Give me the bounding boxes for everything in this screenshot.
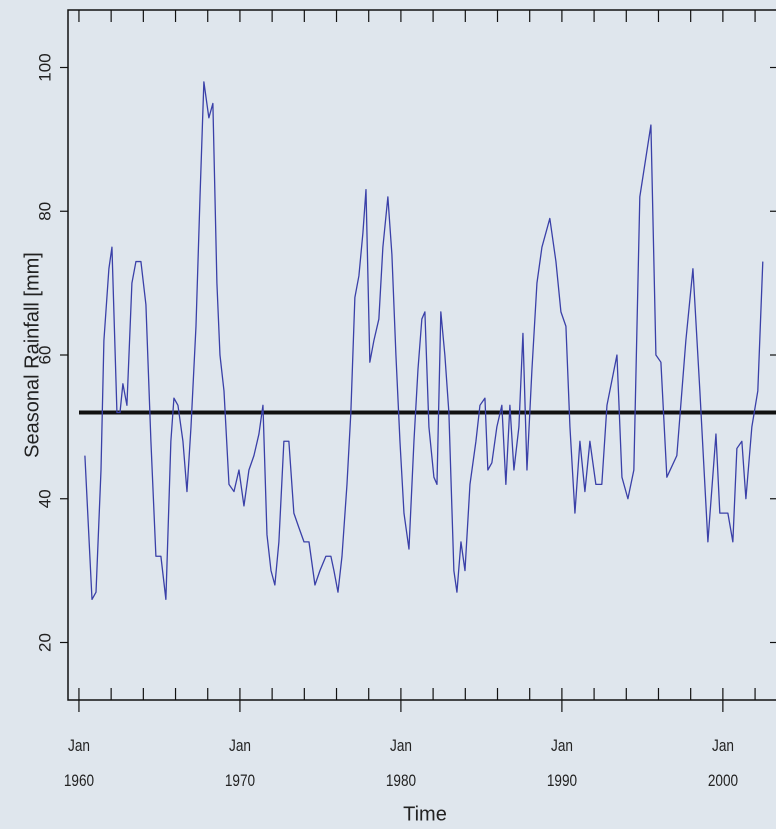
y-axis-label: Seasonal Rainfall [mm] — [21, 252, 43, 458]
plot-frame — [67, 9, 776, 701]
y-tick-label: 100 — [35, 53, 54, 81]
x-tick-label: Jan 1960 — [63, 736, 95, 790]
x-tick-label: Jan 2000 — [707, 736, 738, 790]
x-tick-label: Jan 1970 — [224, 736, 256, 790]
y-tick-label: 40 — [35, 489, 54, 508]
x-tick-label: Jan 1990 — [546, 736, 578, 790]
series-line — [84, 81, 764, 601]
x-tick-label: Jan 1980 — [385, 736, 417, 790]
y-tick-label: 60 — [35, 346, 54, 365]
y-tick-label: 80 — [35, 202, 54, 221]
y-tick-label: 20 — [35, 633, 54, 652]
x-axis-label: Time — [403, 803, 447, 825]
